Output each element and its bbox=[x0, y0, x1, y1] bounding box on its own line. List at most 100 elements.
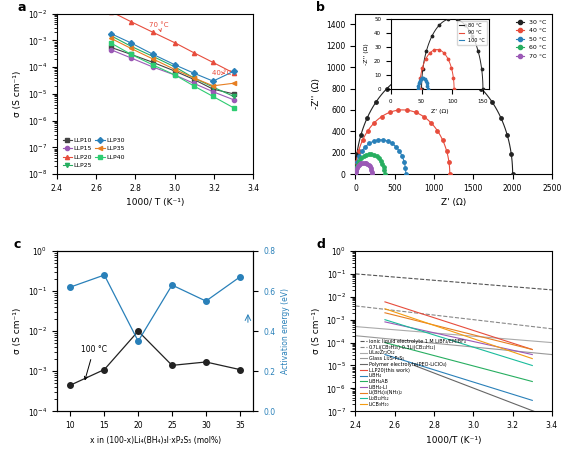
Point bbox=[401, 164, 410, 171]
Point bbox=[354, 147, 363, 154]
Point bbox=[365, 163, 374, 170]
LiBH₄ bbox=[529, 398, 535, 403]
Point bbox=[372, 153, 381, 160]
Point bbox=[445, 170, 454, 178]
Legend: ionic liquid electrolyte 1 M LiBF₄/EMIBF₄, 0.7Li(CB₉H₁₀)-0.3Li(CB₁₁H₁₂), LiLa₂Zr: ionic liquid electrolyte 1 M LiBF₄/EMIBF… bbox=[358, 337, 467, 409]
Point bbox=[352, 165, 361, 172]
Point bbox=[352, 163, 361, 170]
Point bbox=[422, 64, 431, 71]
Point bbox=[395, 147, 404, 154]
Point bbox=[368, 170, 377, 178]
Point bbox=[353, 160, 362, 167]
Y-axis label: σ (S cm⁻¹): σ (S cm⁻¹) bbox=[13, 71, 22, 117]
Point bbox=[444, 159, 453, 166]
Text: 70 °C: 70 °C bbox=[149, 22, 169, 32]
Point bbox=[508, 170, 517, 178]
Point bbox=[369, 151, 378, 159]
Point bbox=[379, 163, 388, 170]
Point bbox=[360, 159, 369, 166]
Point bbox=[363, 127, 372, 134]
Point bbox=[352, 151, 361, 158]
Point bbox=[377, 113, 386, 120]
Line: LiBH₄: LiBH₄ bbox=[385, 355, 532, 400]
Point bbox=[378, 136, 387, 143]
LiCB₉H₁₀ bbox=[382, 306, 389, 312]
Point bbox=[357, 159, 366, 167]
Point bbox=[401, 170, 410, 178]
Line: LiBH₄-LI: LiBH₄-LI bbox=[385, 322, 532, 355]
Point bbox=[352, 166, 361, 174]
Line: LLP20(this work): LLP20(this work) bbox=[385, 302, 532, 350]
Point bbox=[391, 143, 401, 150]
Point bbox=[351, 170, 360, 178]
Point bbox=[364, 151, 373, 158]
Point bbox=[378, 160, 387, 167]
Point bbox=[433, 127, 442, 134]
Point bbox=[374, 154, 384, 162]
Text: 100 °C: 100 °C bbox=[81, 345, 106, 380]
Point bbox=[365, 140, 374, 147]
Point bbox=[357, 154, 366, 162]
Line: LiCB₉H₁₀: LiCB₉H₁₀ bbox=[385, 309, 532, 359]
Point bbox=[356, 160, 365, 168]
Point bbox=[351, 170, 360, 178]
Text: c: c bbox=[14, 238, 21, 251]
Point bbox=[402, 106, 411, 114]
Y-axis label: Activation energy (eV): Activation energy (eV) bbox=[281, 288, 290, 374]
Text: b: b bbox=[316, 0, 325, 14]
Point bbox=[363, 160, 372, 168]
Y-axis label: -Z'' (Ω): -Z'' (Ω) bbox=[312, 78, 321, 109]
LiBH₄AB bbox=[382, 340, 389, 345]
Point bbox=[451, 68, 460, 75]
Line: Li₂B₁₂H₁₂: Li₂B₁₂H₁₂ bbox=[385, 320, 532, 366]
Li(BH₄)₃(NH₃)₂ bbox=[529, 347, 535, 352]
Point bbox=[427, 119, 436, 127]
Point bbox=[394, 74, 403, 82]
LiBH₄-LI bbox=[529, 352, 535, 357]
Y-axis label: σ (S cm⁻¹): σ (S cm⁻¹) bbox=[13, 308, 22, 354]
Point bbox=[496, 114, 505, 122]
Point bbox=[419, 113, 428, 120]
Point bbox=[370, 119, 379, 127]
Point bbox=[442, 147, 451, 154]
LiCB₉H₁₀ bbox=[529, 356, 535, 361]
Point bbox=[357, 147, 366, 154]
LiBH₄AB bbox=[529, 379, 535, 384]
Point bbox=[374, 136, 383, 143]
Point bbox=[361, 143, 370, 150]
Legend: LLP10, LLP15, LLP20, LLP25, LLP30, LLP35, LLP40: LLP10, LLP15, LLP20, LLP25, LLP30, LLP35… bbox=[60, 135, 127, 171]
LiBH₄ bbox=[382, 352, 389, 357]
Point bbox=[411, 109, 420, 116]
Point bbox=[464, 74, 473, 82]
Point bbox=[351, 170, 360, 178]
Point bbox=[356, 132, 365, 139]
X-axis label: 1000/T (K⁻¹): 1000/T (K⁻¹) bbox=[426, 436, 481, 445]
Point bbox=[438, 137, 447, 144]
Point bbox=[359, 153, 368, 160]
Point bbox=[507, 151, 516, 158]
Point bbox=[354, 161, 364, 169]
Point bbox=[353, 158, 362, 165]
X-axis label: x in (100-x)Li₄(BH₄)₃I·xP₂S₅ (mol%): x in (100-x)Li₄(BH₄)₃I·xP₂S₅ (mol%) bbox=[89, 436, 221, 445]
Point bbox=[353, 163, 362, 170]
Point bbox=[477, 85, 486, 92]
Point bbox=[380, 167, 389, 174]
Point bbox=[369, 138, 378, 145]
Point bbox=[368, 168, 377, 175]
Line: Li(BH₄)₃(NH₃)₂: Li(BH₄)₃(NH₃)₂ bbox=[385, 313, 532, 350]
Li₂B₁₂H₁₂ bbox=[529, 363, 535, 368]
Point bbox=[385, 109, 394, 116]
Point bbox=[351, 168, 360, 175]
LiBH₄-LI bbox=[382, 319, 389, 324]
LLP20(this work) bbox=[382, 299, 389, 305]
Li₂B₁₂H₁₂ bbox=[382, 317, 389, 323]
Point bbox=[352, 164, 361, 171]
Line: LiBH₄AB: LiBH₄AB bbox=[385, 343, 532, 382]
Point bbox=[408, 68, 417, 75]
Point bbox=[372, 98, 381, 106]
Text: 100 °C: 100 °C bbox=[0, 456, 1, 457]
Point bbox=[376, 157, 385, 165]
Point bbox=[380, 170, 389, 178]
Point bbox=[503, 132, 512, 139]
Point bbox=[398, 152, 407, 159]
